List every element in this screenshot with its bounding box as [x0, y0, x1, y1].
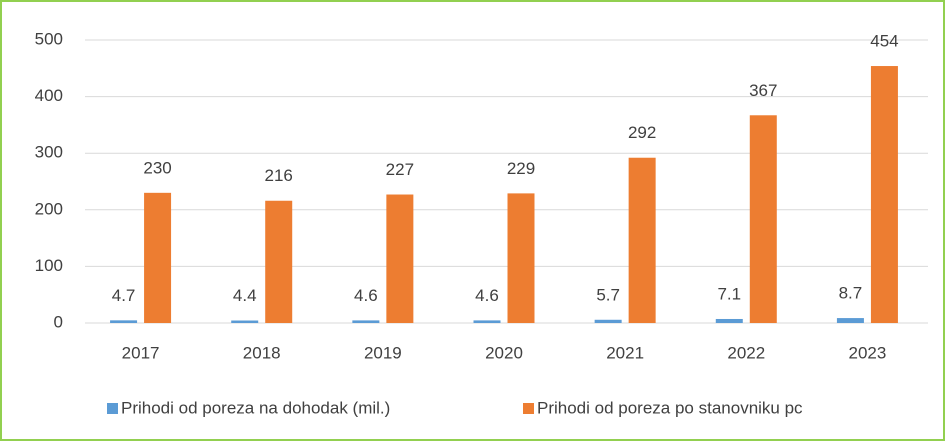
bar	[507, 193, 535, 323]
x-tick-label: 2017	[122, 343, 160, 362]
bar	[473, 320, 501, 323]
legend-label: Prihodi od poreza na dohodak (mil.)	[121, 398, 390, 417]
bar	[386, 194, 414, 323]
data-label: 292	[628, 123, 656, 142]
x-tick-label: 2023	[849, 343, 887, 362]
data-label: 4.6	[475, 286, 499, 305]
x-tick-label: 2018	[243, 343, 281, 362]
y-tick-label: 300	[35, 143, 63, 162]
data-label: 454	[870, 32, 898, 51]
x-tick-label: 2020	[485, 343, 523, 362]
data-label: 367	[749, 81, 777, 100]
bar	[352, 320, 380, 323]
x-tick-label: 2021	[606, 343, 644, 362]
bar	[594, 319, 622, 323]
bar	[231, 320, 259, 323]
y-tick-label: 500	[35, 29, 63, 48]
bar	[836, 318, 864, 323]
data-label: 8.7	[839, 284, 863, 303]
y-tick-label: 0	[54, 312, 63, 331]
x-tick-label: 2022	[727, 343, 765, 362]
legend-swatch	[107, 403, 118, 414]
data-label: 7.1	[717, 284, 741, 303]
data-label: 4.7	[112, 286, 136, 305]
data-label: 230	[143, 158, 171, 177]
data-label: 4.6	[354, 286, 378, 305]
data-label: 229	[507, 159, 535, 178]
y-tick-label: 400	[35, 86, 63, 105]
bar	[715, 318, 743, 323]
x-tick-label: 2019	[364, 343, 402, 362]
bar	[628, 157, 656, 323]
data-label: 4.4	[233, 286, 257, 305]
legend-swatch	[523, 403, 534, 414]
data-label: 216	[265, 166, 293, 185]
y-tick-label: 100	[35, 256, 63, 275]
data-label: 227	[386, 160, 414, 179]
y-tick-label: 200	[35, 199, 63, 218]
bar	[144, 192, 172, 323]
bar	[110, 320, 138, 323]
data-label: 5.7	[596, 285, 620, 304]
bar	[265, 200, 293, 323]
legend-label: Prihodi od poreza po stanovniku pc	[537, 398, 803, 417]
bar	[870, 66, 898, 323]
bar	[749, 115, 777, 323]
